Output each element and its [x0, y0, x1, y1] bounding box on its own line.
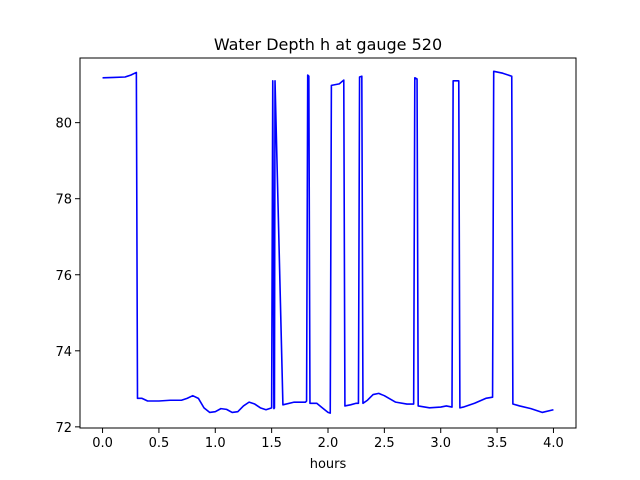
y-axis: 72 74 76 78 80	[55, 117, 80, 436]
x-tick-label: 4.0	[543, 436, 564, 451]
y-tick-label: 76	[55, 269, 72, 284]
x-tick-label: 3.0	[430, 436, 451, 451]
series-line	[102, 70, 554, 414]
y-tick-label: 72	[55, 421, 72, 436]
plot-area	[80, 58, 576, 428]
x-tick-label: 0.0	[92, 436, 113, 451]
x-tick-label: 1.0	[205, 436, 226, 451]
x-tick-label: 0.5	[149, 436, 170, 451]
series-layer	[102, 70, 554, 414]
y-tick-label: 78	[55, 193, 72, 208]
y-tick-label: 80	[55, 117, 72, 132]
x-tick-label: 2.0	[318, 436, 339, 451]
y-tick-label: 74	[55, 345, 72, 360]
x-tick-label: 2.5	[374, 436, 395, 451]
x-axis-label: hours	[310, 457, 347, 472]
x-axis: 0.0 0.5 1.0 1.5 2.0 2.5 3.0 3.5 4.0	[92, 428, 564, 451]
x-tick-label: 3.5	[487, 436, 508, 451]
chart-title: Water Depth h at gauge 520	[214, 35, 442, 54]
x-tick-label: 1.5	[261, 436, 282, 451]
